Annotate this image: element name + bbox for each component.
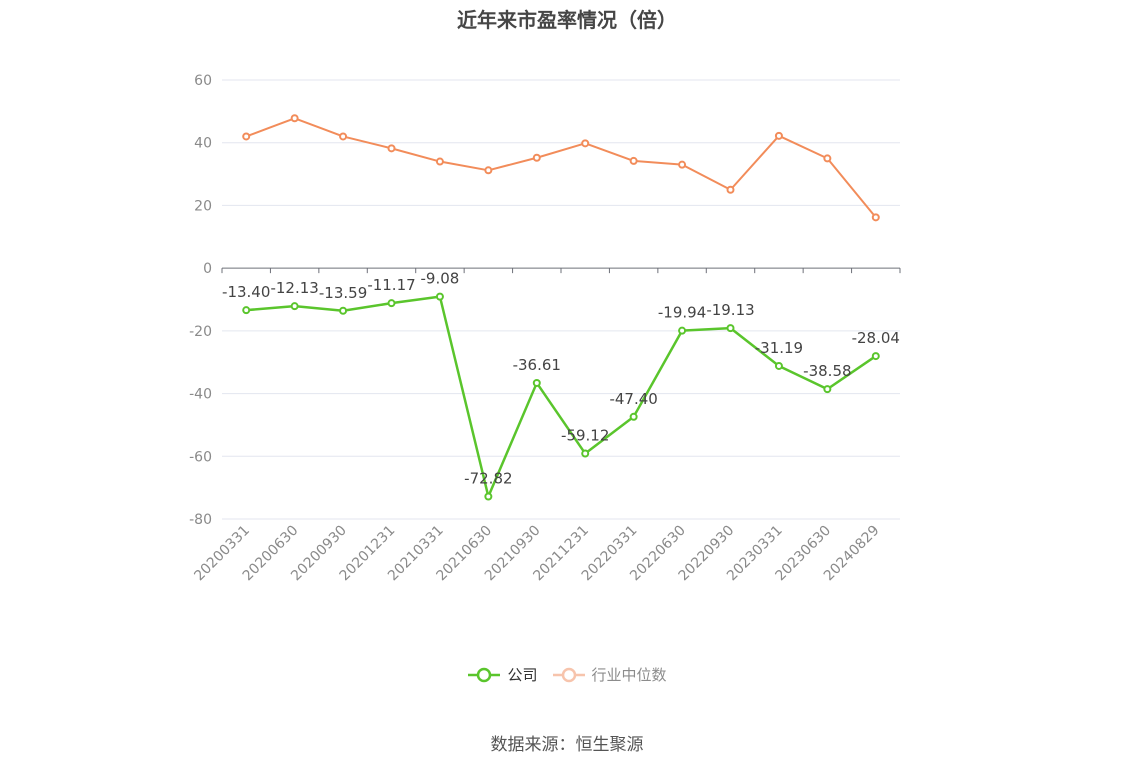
legend-company-label: 公司	[507, 666, 538, 684]
company-data-label: -13.40	[222, 283, 270, 301]
company-data-label: -38.58	[803, 362, 851, 380]
company-data-label: -28.04	[852, 329, 900, 347]
industry-data-point	[823, 154, 832, 163]
y-tick-label: 0	[203, 261, 212, 277]
industry-data-point	[339, 132, 348, 141]
company-data-label: -11.17	[367, 276, 415, 294]
y-tick-label: -80	[189, 512, 212, 528]
company-data-label: -36.61	[513, 356, 561, 374]
legend-industry-marker-icon	[552, 667, 585, 682]
legend: 公司 行业中位数	[0, 664, 1134, 685]
industry-data-point	[726, 185, 735, 194]
company-data-label: -47.40	[609, 390, 657, 408]
company-data-point	[629, 412, 638, 421]
industry-data-point	[435, 157, 444, 166]
industry-data-point	[774, 131, 783, 140]
industry-data-point	[290, 114, 299, 123]
company-data-point	[581, 449, 590, 458]
company-data-point	[290, 302, 299, 311]
company-data-point	[435, 292, 444, 301]
company-data-point	[242, 306, 251, 315]
industry-data-point	[532, 153, 541, 162]
company-data-point	[871, 352, 880, 361]
y-tick-label: 20	[194, 198, 212, 214]
data-source: 数据来源：恒生聚源	[490, 735, 644, 755]
y-tick-label: -60	[189, 449, 212, 465]
industry-data-point	[678, 160, 687, 169]
company-data-point	[387, 299, 396, 308]
legend-industry-label: 行业中位数	[591, 666, 667, 684]
company-data-point	[823, 385, 832, 394]
legend-item-company[interactable]: 公司	[467, 664, 538, 685]
company-data-point	[484, 492, 493, 501]
industry-data-point	[581, 139, 590, 148]
company-data-label: -31.19	[755, 339, 803, 357]
company-data-point	[678, 326, 687, 335]
company-data-point	[726, 324, 735, 333]
company-data-label: -19.94	[658, 304, 706, 322]
company-data-label: -9.08	[421, 270, 460, 288]
industry-data-point	[242, 132, 251, 141]
company-data-label: -59.12	[561, 427, 609, 445]
company-data-label: -13.59	[319, 284, 367, 302]
company-data-point	[532, 378, 541, 387]
company-data-point	[774, 361, 783, 370]
industry-data-point	[484, 166, 493, 175]
industry-data-point	[629, 156, 638, 165]
y-tick-label: -20	[189, 324, 212, 340]
company-data-label: -19.13	[706, 301, 754, 319]
company-series-line	[246, 295, 877, 498]
legend-company-marker-icon	[468, 667, 501, 682]
industry-data-point	[387, 144, 396, 153]
chart-title: 近年来市盈率情况（倍）	[457, 8, 677, 32]
legend-item-industry[interactable]: 行业中位数	[552, 664, 667, 685]
y-tick-label: 40	[194, 136, 212, 152]
company-data-label: -72.82	[464, 469, 512, 487]
company-data-label: -12.13	[270, 279, 318, 297]
industry-data-point	[871, 213, 880, 222]
industry-series-line	[245, 117, 877, 218]
y-tick-label: -40	[189, 387, 212, 403]
company-data-point	[339, 306, 348, 315]
y-tick-label: 60	[194, 73, 212, 89]
